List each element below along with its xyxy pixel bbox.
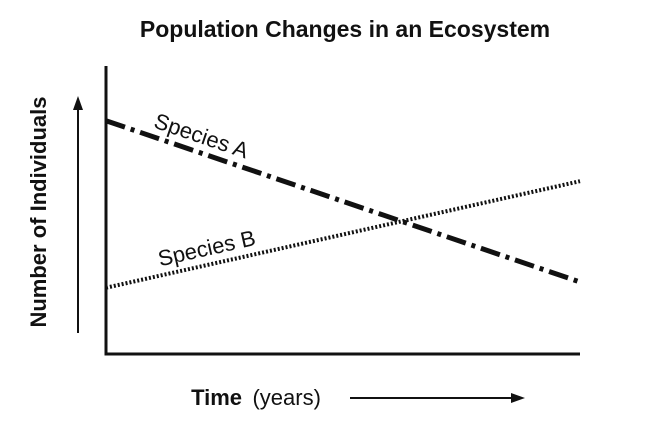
chart-title: Population Changes in an Ecosystem <box>140 16 550 42</box>
y-axis-label: Number of Individuals <box>26 96 51 327</box>
x-axis-label: Time (years) <box>191 385 321 410</box>
x-axis-label-main: Time <box>191 385 242 410</box>
series-a-line <box>105 118 581 285</box>
x-axis-label-unit: (years) <box>252 385 320 410</box>
series-b-line <box>105 179 581 290</box>
y-axis-arrowhead <box>73 96 83 110</box>
x-axis-arrowhead <box>511 393 525 403</box>
series-b-label: Species B <box>156 225 258 271</box>
